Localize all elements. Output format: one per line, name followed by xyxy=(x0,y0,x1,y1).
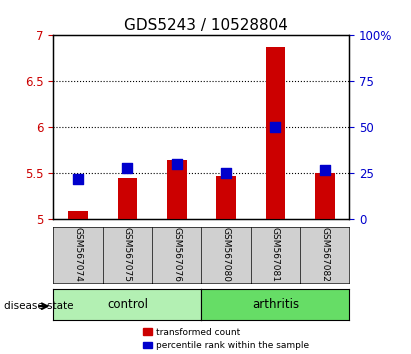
Text: GSM567082: GSM567082 xyxy=(320,227,329,282)
Text: GSM567076: GSM567076 xyxy=(172,227,181,282)
Bar xyxy=(167,160,187,219)
Text: control: control xyxy=(107,298,148,311)
Bar xyxy=(216,176,236,219)
Text: arthritis: arthritis xyxy=(252,298,299,311)
Bar xyxy=(68,211,88,219)
Bar xyxy=(315,173,335,219)
Point xyxy=(321,167,328,173)
Text: GSM567075: GSM567075 xyxy=(123,227,132,282)
Text: disease state: disease state xyxy=(4,301,74,311)
Point xyxy=(75,176,81,182)
Point xyxy=(173,161,180,167)
Text: GSM567081: GSM567081 xyxy=(271,227,280,282)
Text: GDS5243 / 10528804: GDS5243 / 10528804 xyxy=(124,18,287,33)
Point xyxy=(124,165,131,171)
Text: GSM567080: GSM567080 xyxy=(222,227,231,282)
Bar xyxy=(118,178,137,219)
Point xyxy=(223,171,229,176)
Point xyxy=(272,125,279,130)
Text: GSM567074: GSM567074 xyxy=(74,227,83,282)
Legend: transformed count, percentile rank within the sample: transformed count, percentile rank withi… xyxy=(141,325,312,353)
Bar xyxy=(266,47,285,219)
